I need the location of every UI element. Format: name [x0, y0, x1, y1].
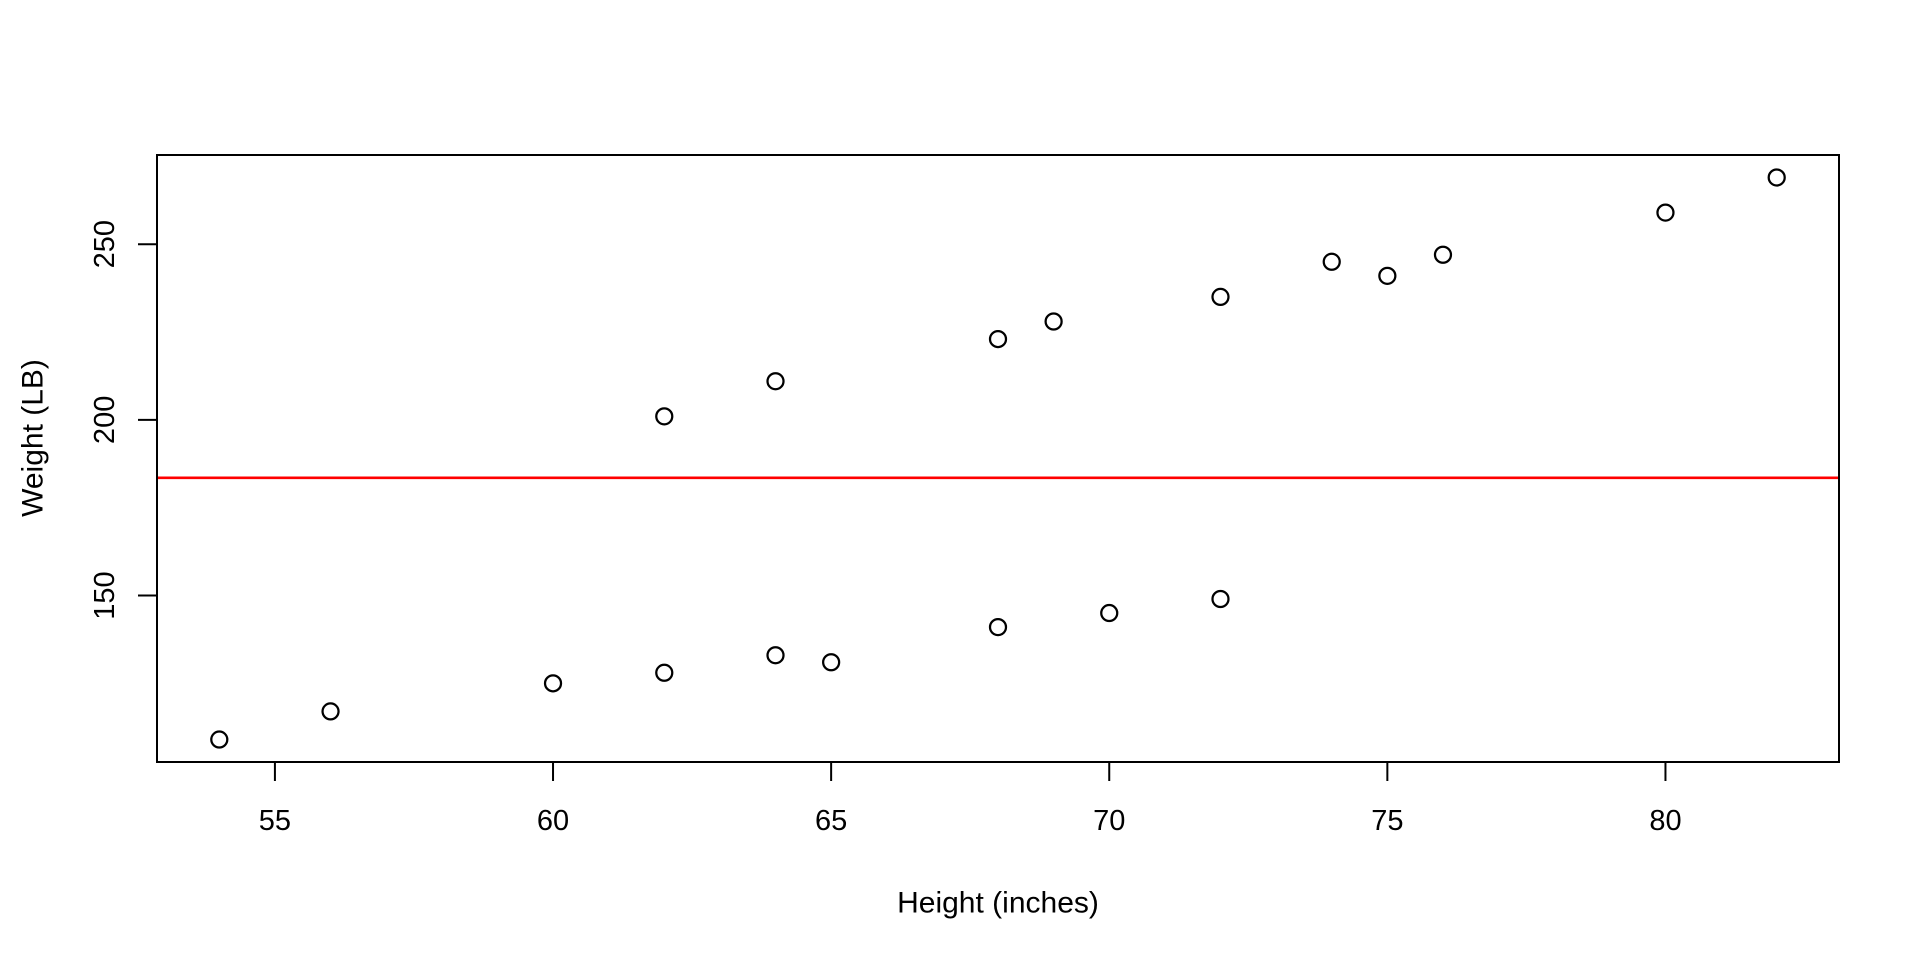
data-point: [210, 730, 229, 749]
x-tick-label: 55: [259, 805, 291, 837]
y-tick-label: 200: [89, 396, 121, 444]
data-point: [988, 617, 1008, 637]
data-point: [766, 372, 785, 391]
data-point: [1211, 287, 1230, 307]
data-point: [822, 653, 841, 672]
data-point: [1656, 203, 1675, 222]
data-point: [1767, 168, 1786, 187]
x-axis-title: Height (inches): [897, 887, 1099, 920]
data-point: [655, 407, 674, 426]
plot-border: [156, 154, 1840, 763]
data-point: [766, 646, 785, 665]
x-tick-label: 65: [815, 805, 847, 837]
data-point: [321, 702, 340, 721]
y-tick-label: 150: [89, 571, 121, 619]
data-point: [988, 329, 1008, 349]
data-point: [1044, 312, 1063, 331]
data-point: [1211, 589, 1230, 609]
data-point: [1433, 245, 1453, 264]
x-tick-label: 60: [537, 805, 569, 837]
data-point: [1378, 266, 1397, 285]
data-point: [1100, 603, 1119, 623]
x-tick-label: 70: [1093, 805, 1125, 837]
y-tick-label: 250: [89, 220, 121, 268]
data-point: [655, 663, 674, 682]
data-point: [1322, 252, 1341, 271]
x-tick-label: 75: [1371, 805, 1403, 837]
data-point: [543, 674, 563, 693]
x-tick-label: 80: [1649, 805, 1681, 837]
y-axis-title: Weight (LB): [17, 359, 50, 517]
